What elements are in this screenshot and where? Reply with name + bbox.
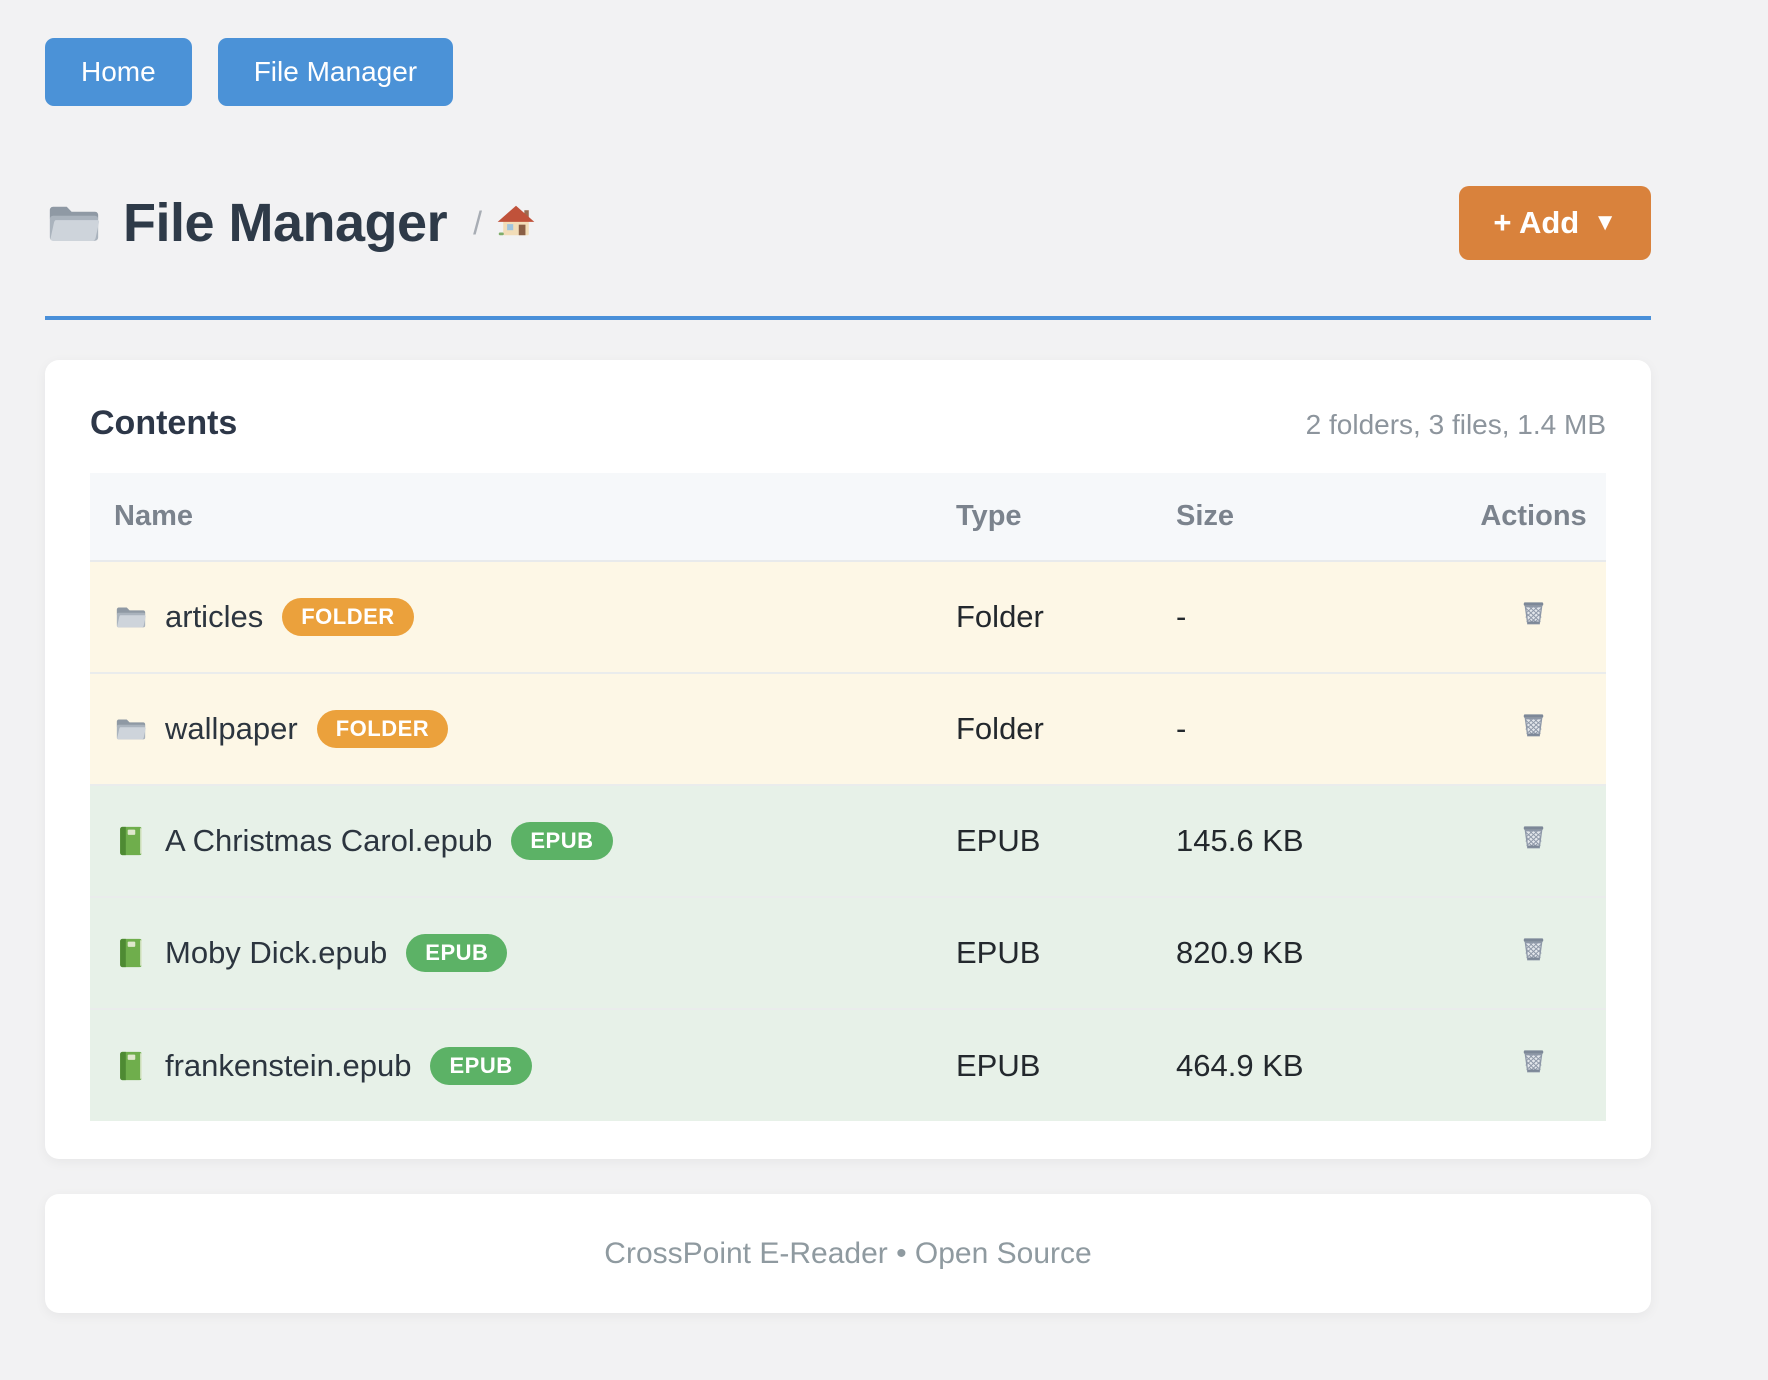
folder-badge: FOLDER <box>316 710 449 748</box>
type-cell: Folder <box>956 599 1044 634</box>
file-name[interactable]: frankenstein.epub <box>165 1047 412 1083</box>
page-title: File Manager <box>123 193 448 253</box>
page-header: File Manager / + Add ▼ <box>45 186 1651 260</box>
table-row: articles FOLDER Folder - <box>90 561 1606 673</box>
folder-badge: FOLDER <box>282 598 414 636</box>
type-cell: EPUB <box>956 1008 1176 1121</box>
size-cell: 145.6 KB <box>1176 784 1461 897</box>
trash-icon[interactable] <box>1516 820 1551 855</box>
file-table: Name Type Size Actions articles FOLDER F… <box>90 473 1606 1121</box>
contents-title: Contents <box>90 404 238 442</box>
epub-badge: EPUB <box>406 934 508 972</box>
title-divider <box>45 316 1651 320</box>
size-cell: 820.9 KB <box>1176 896 1461 1009</box>
file-name[interactable]: wallpaper <box>165 711 298 746</box>
table-row: frankenstein.epub EPUB EPUB 464.9 KB <box>90 1008 1606 1121</box>
column-header-type: Type <box>956 473 1176 562</box>
contents-summary: 2 folders, 3 files, 1.4 MB <box>1305 409 1606 440</box>
column-header-name: Name <box>90 473 956 562</box>
size-cell: 464.9 KB <box>1176 1008 1461 1121</box>
trash-icon[interactable] <box>1516 596 1551 631</box>
footer-card: CrossPoint E-Reader • Open Source <box>45 1194 1651 1313</box>
type-cell: EPUB <box>956 784 1176 897</box>
trash-icon[interactable] <box>1516 708 1551 743</box>
trash-icon[interactable] <box>1516 1044 1551 1079</box>
breadcrumb: / <box>473 203 536 243</box>
file-manager-button[interactable]: File Manager <box>217 38 454 106</box>
type-cell: Folder <box>956 672 1176 785</box>
table-header-row: Name Type Size Actions <box>90 473 1606 562</box>
book-icon <box>114 1049 148 1083</box>
table-row: Moby Dick.epub EPUB EPUB 820.9 KB <box>90 896 1606 1009</box>
home-icon[interactable] <box>496 203 536 243</box>
table-row: A Christmas Carol.epub EPUB EPUB 145.6 K… <box>90 784 1606 897</box>
epub-badge: EPUB <box>430 1046 532 1085</box>
folder-icon <box>114 600 148 634</box>
add-button-label: + Add <box>1493 205 1580 240</box>
size-cell: - <box>1176 672 1461 785</box>
breadcrumb-separator: / <box>473 204 482 241</box>
add-button[interactable]: + Add ▼ <box>1459 186 1651 260</box>
footer-text: CrossPoint E-Reader • Open Source <box>604 1236 1092 1270</box>
type-cell: EPUB <box>956 896 1176 1009</box>
table-row: wallpaper FOLDER Folder - <box>90 672 1606 785</box>
file-name[interactable]: articles <box>165 599 264 634</box>
file-name[interactable]: Moby Dick.epub <box>165 935 388 970</box>
size-cell: - <box>1176 599 1187 634</box>
contents-card: Contents 2 folders, 3 files, 1.4 MB Name… <box>45 360 1651 1159</box>
folder-icon <box>45 194 103 252</box>
home-button[interactable]: Home <box>45 38 192 106</box>
book-icon <box>114 824 148 858</box>
file-name[interactable]: A Christmas Carol.epub <box>165 823 493 858</box>
page: Home File Manager File Manager / + Add ▼… <box>45 0 1651 1313</box>
chevron-down-icon: ▼ <box>1593 209 1617 236</box>
column-header-actions: Actions <box>1461 473 1606 562</box>
trash-icon[interactable] <box>1516 932 1551 967</box>
epub-badge: EPUB <box>511 822 613 860</box>
column-header-size: Size <box>1176 473 1461 562</box>
top-nav: Home File Manager <box>45 38 1651 106</box>
book-icon <box>114 936 148 970</box>
folder-icon <box>114 712 148 746</box>
